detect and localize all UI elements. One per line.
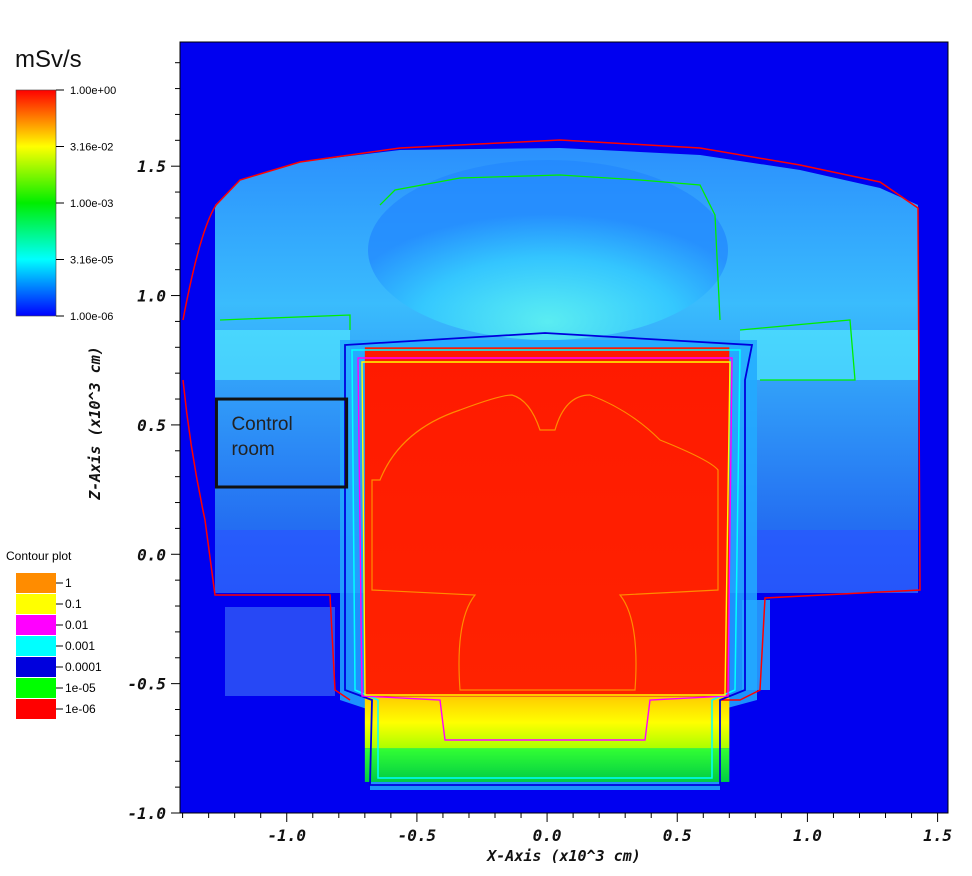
colorbar-tick-label: 3.16e-02	[70, 142, 113, 154]
colorbar: mSv/s 1.00e+003.16e-021.00e-033.16e-051.…	[15, 46, 116, 323]
plot-frame	[179, 41, 949, 814]
legend-label: 0.01	[65, 618, 89, 632]
colorbar-ticks: 1.00e+00 3.16e-02 1.00e-03 3.16e-05 1.00e-06	[56, 85, 116, 323]
control-room-annotation: Control room	[214, 397, 349, 489]
y-tick-label: -0.5	[127, 675, 166, 694]
contour-1	[371, 394, 719, 691]
y-axis-title: Z-Axis (x10^3 cm)	[86, 346, 104, 501]
x-tick-label: 0.0	[533, 826, 562, 845]
x-tick-label: 1.5	[923, 826, 952, 845]
x-axis: -1.0 -0.5 0.0 0.5 1.0 1.5	[182, 813, 952, 845]
heatmap-plot-area	[180, 42, 948, 813]
treatment-room-region	[364, 347, 730, 697]
legend-swatch	[16, 636, 56, 656]
colorbar-tick-label: 3.16e-05	[70, 255, 113, 267]
x-tick-label: 1.0	[793, 826, 822, 845]
legend-swatch	[16, 657, 56, 677]
legend-label: 0.1	[65, 597, 82, 611]
x-axis-title: X-Axis (x10^3 cm)	[485, 847, 641, 865]
contour-legend: Contour plot 1 0.1 0.01 0.001 0.0001 1e-05 1e-…	[6, 549, 102, 719]
legend-label: 0.0001	[65, 660, 102, 674]
y-tick-label: 1.0	[137, 287, 166, 306]
colorbar-tick-label: 1.00e-03	[70, 198, 113, 210]
colorbar-unit-label: mSv/s	[15, 46, 82, 73]
maze-bottom-region	[364, 748, 730, 782]
contour-1e-05	[219, 174, 856, 381]
contour-0.1	[361, 361, 731, 696]
legend-swatch	[16, 678, 56, 698]
colorbar-tick-label: 1.00e+00	[70, 85, 116, 97]
contour-legend-title: Contour plot	[6, 549, 72, 563]
control-room-box	[214, 397, 349, 489]
legend-swatch	[16, 594, 56, 614]
contour-legend-items: 1 0.1 0.01 0.001 0.0001 1e-05 1e-06	[16, 573, 102, 719]
roof-scatter-region	[368, 160, 728, 340]
x-tick-label: 0.5	[663, 826, 692, 845]
control-room-label-line1: Control	[231, 414, 292, 435]
y-tick-label: 0.5	[137, 416, 166, 435]
legend-label: 1e-05	[65, 681, 96, 695]
legend-label: 1e-06	[65, 702, 96, 716]
colorbar-tick-label: 1.00e-06	[70, 311, 113, 323]
legend-label: 0.001	[65, 639, 95, 653]
lower-left-region	[225, 607, 335, 696]
legend-swatch	[16, 615, 56, 635]
contour-1e-06	[182, 139, 921, 701]
y-axis: -1.0 -0.5 0.0 0.5 1.0 1.5	[127, 62, 180, 823]
contour-0.01	[357, 357, 733, 741]
y-tick-label: 1.5	[137, 157, 166, 176]
colorbar-gradient	[15, 89, 57, 317]
legend-swatch	[16, 573, 56, 593]
x-tick-label: -0.5	[398, 826, 437, 845]
x-tick-label: -1.0	[267, 826, 306, 845]
legend-swatch	[16, 699, 56, 719]
y-tick-label: -1.0	[127, 804, 166, 823]
control-room-label-line2: room	[231, 439, 274, 460]
y-tick-label: 0.0	[137, 545, 166, 564]
legend-label: 1	[65, 576, 72, 590]
